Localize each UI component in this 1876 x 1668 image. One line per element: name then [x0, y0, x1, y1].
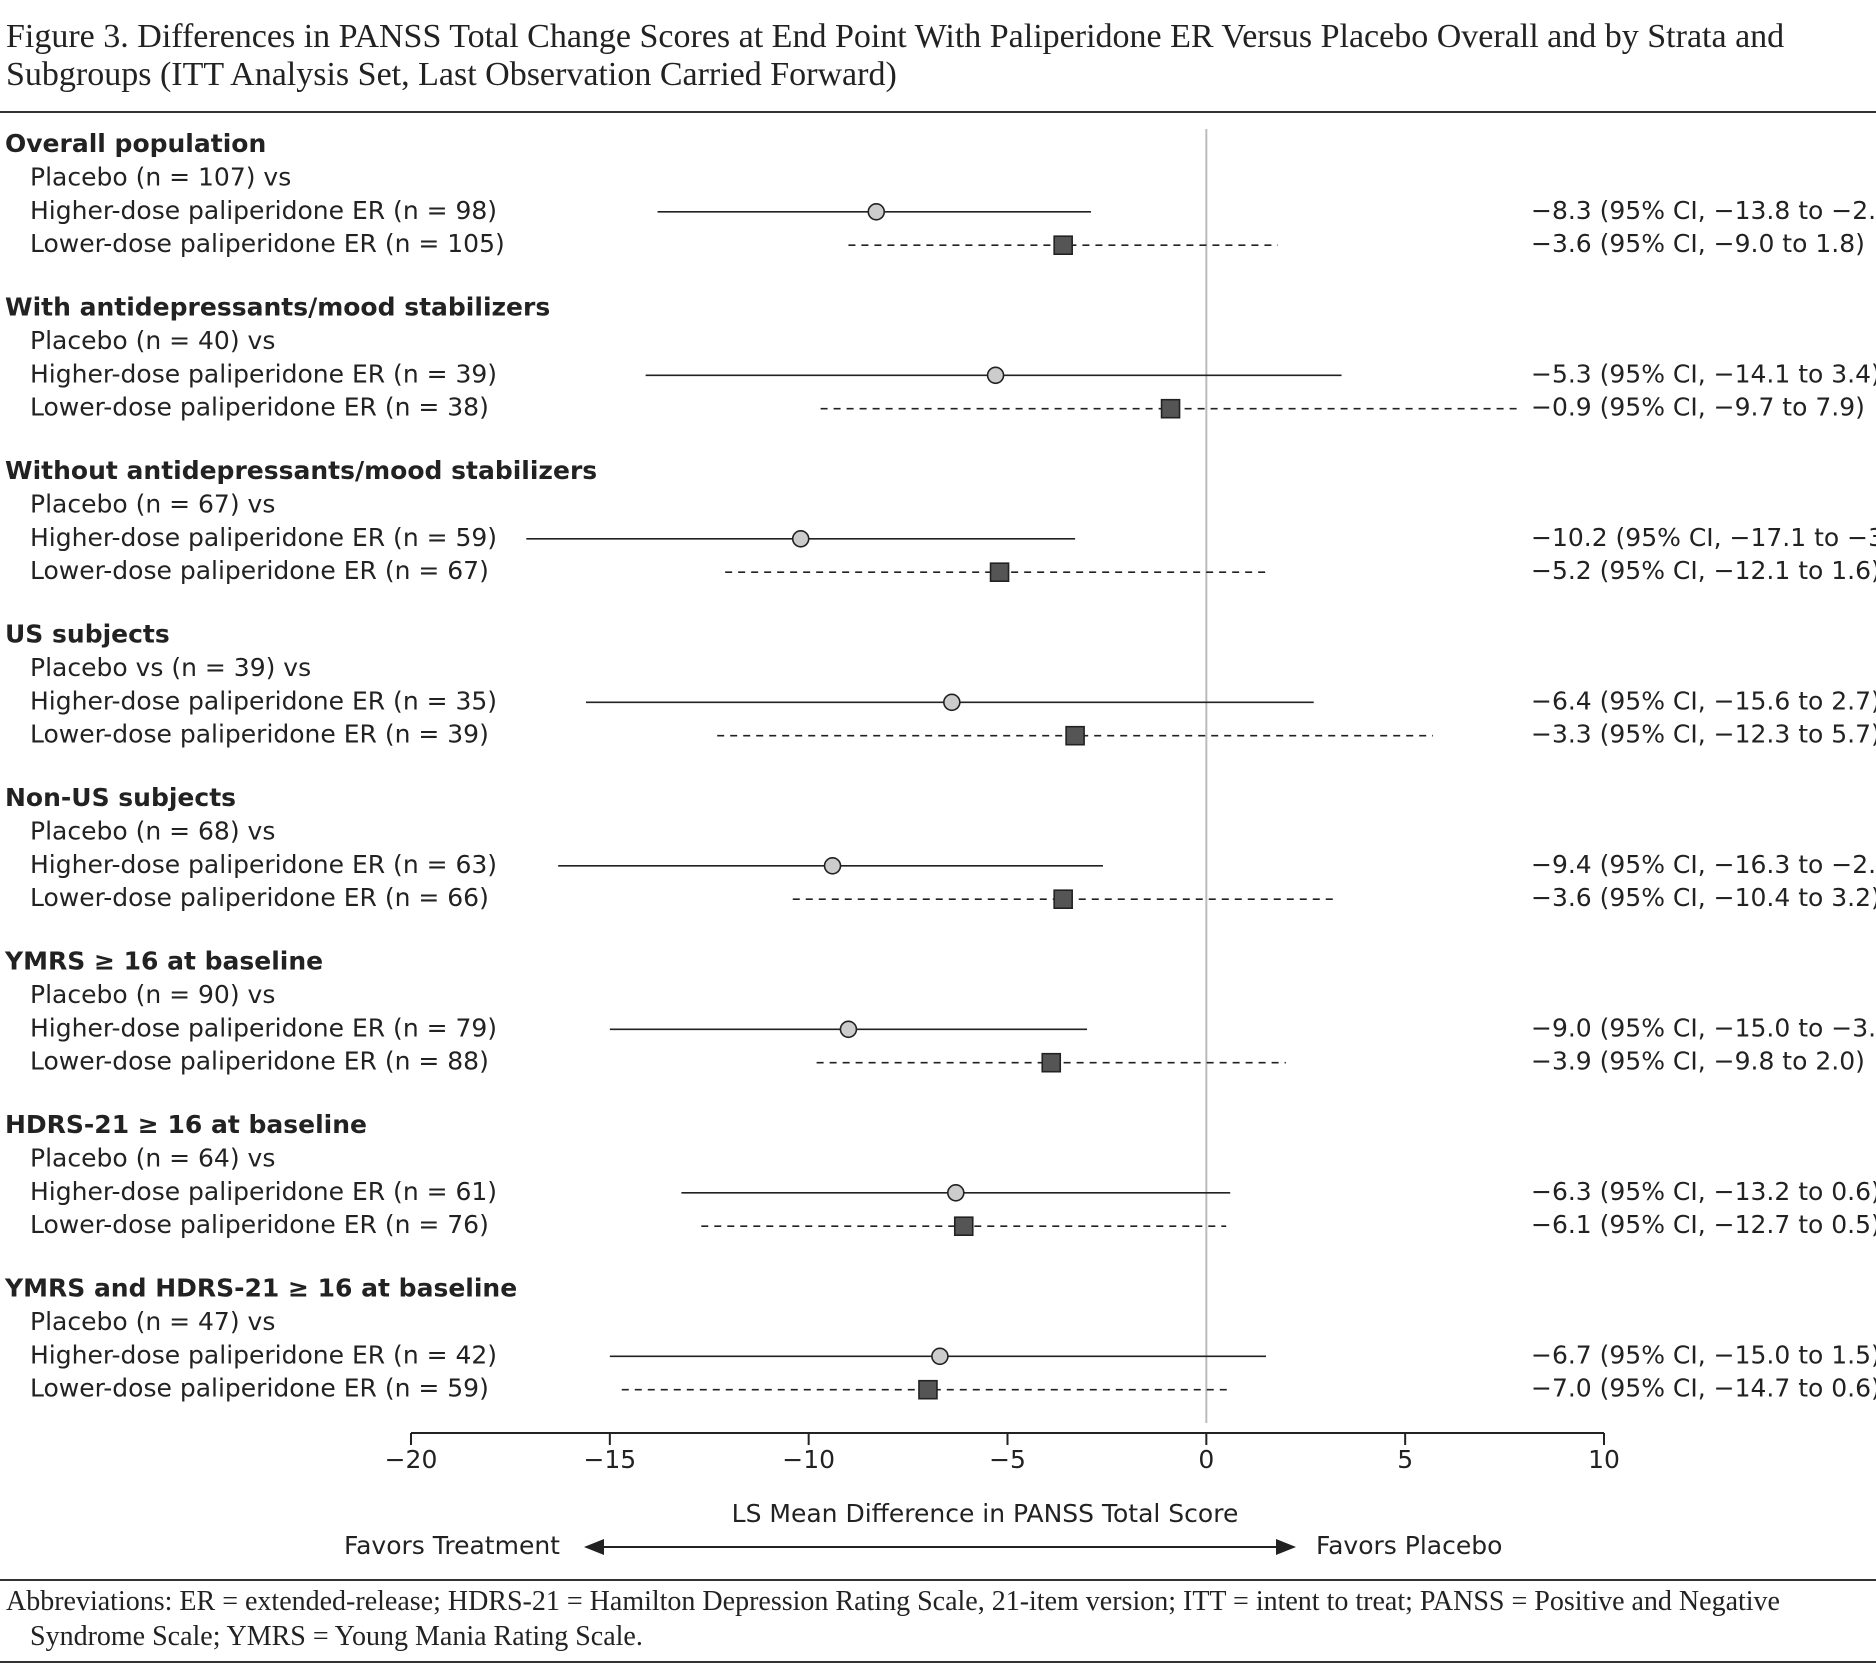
group-title: With antidepressants/mood stabilizers — [5, 293, 550, 322]
point-estimate — [823, 856, 842, 875]
value-label: −6.7 (95% CI, −15.0 to 1.5) — [1531, 1340, 1876, 1369]
row-label: Lower-dose paliperidone ER (n = 67) — [30, 556, 489, 585]
chart-title: Figure 3. Differences in PANSS Total Cha… — [6, 18, 1785, 93]
point-estimate — [791, 529, 810, 548]
point-estimate — [1065, 725, 1085, 746]
reference-label: Placebo (n = 40) vs — [30, 326, 275, 355]
row-label: Lower-dose paliperidone ER (n = 88) — [30, 1047, 489, 1076]
value-label: −6.3 (95% CI, −13.2 to 0.6) — [1531, 1177, 1876, 1206]
value-label: −5.3 (95% CI, −14.1 to 3.4) — [1531, 359, 1876, 388]
reference-label: Placebo (n = 90) vs — [30, 980, 275, 1009]
group-title: Overall population — [5, 129, 266, 158]
row-label: Lower-dose paliperidone ER (n = 66) — [30, 883, 489, 912]
row-label: Higher-dose paliperidone ER (n = 42) — [30, 1340, 497, 1369]
row-label: Lower-dose paliperidone ER (n = 76) — [30, 1210, 489, 1239]
reference-label: Placebo (n = 68) vs — [30, 816, 275, 845]
point-estimate — [839, 1020, 858, 1039]
row-label: Lower-dose paliperidone ER (n = 39) — [30, 720, 489, 749]
point-estimate — [931, 1347, 949, 1366]
point-estimate — [1041, 1052, 1062, 1073]
x-tick-label: −10 — [782, 1445, 835, 1474]
group-title: YMRS and HDRS-21 ≥ 16 at baseline — [4, 1274, 517, 1303]
group-title: YMRS ≥ 16 at baseline — [4, 947, 323, 976]
point-estimate — [1160, 398, 1181, 419]
reference-label: Placebo (n = 67) vs — [30, 489, 275, 518]
reference-label: Placebo (n = 64) vs — [30, 1143, 275, 1172]
point-estimate — [1053, 235, 1073, 255]
value-label: −8.3 (95% CI, −13.8 to −2.9) — [1531, 196, 1876, 225]
row-label: Higher-dose paliperidone ER (n = 59) — [30, 523, 497, 552]
value-label: −3.9 (95% CI, −9.8 to 2.0) — [1531, 1047, 1865, 1076]
point-estimate — [1053, 889, 1073, 910]
reference-label: Placebo (n = 47) vs — [30, 1307, 275, 1336]
value-label: −10.2 (95% CI, −17.1 to −3.3) — [1531, 523, 1876, 552]
point-estimate — [989, 562, 1010, 583]
point-estimate — [986, 366, 1005, 385]
point-estimate — [953, 1216, 974, 1236]
group-title: Non-US subjects — [5, 783, 236, 812]
point-estimate — [867, 203, 886, 221]
row-label: Higher-dose paliperidone ER (n = 63) — [30, 850, 497, 879]
point-estimate — [918, 1379, 938, 1400]
value-label: −5.2 (95% CI, −12.1 to 1.6) — [1531, 556, 1876, 585]
direction-left: Favors Treatment — [344, 1531, 560, 1560]
row-label: Higher-dose paliperidone ER (n = 39) — [30, 359, 497, 388]
x-tick-label: 0 — [1198, 1445, 1214, 1474]
x-tick-label: 5 — [1397, 1445, 1413, 1474]
row-label: Lower-dose paliperidone ER (n = 59) — [30, 1374, 489, 1403]
group-title: US subjects — [5, 620, 170, 649]
direction-right: Favors Placebo — [1316, 1531, 1502, 1560]
row-label: Lower-dose paliperidone ER (n = 105) — [30, 229, 505, 258]
reference-label: Placebo (n = 107) vs — [30, 162, 291, 191]
footnote: Abbreviations: ER = extended-release; HD… — [6, 1586, 1780, 1652]
value-label: −3.6 (95% CI, −10.4 to 3.2) — [1531, 883, 1876, 912]
row-label: Lower-dose paliperidone ER (n = 38) — [30, 393, 489, 422]
point-estimate — [947, 1184, 965, 1202]
value-label: −3.3 (95% CI, −12.3 to 5.7) — [1531, 720, 1876, 749]
x-axis-label: LS Mean Difference in PANSS Total Score — [732, 1499, 1239, 1528]
group-title: HDRS-21 ≥ 16 at baseline — [5, 1110, 367, 1139]
x-tick-label: 10 — [1588, 1445, 1620, 1474]
row-label: Higher-dose paliperidone ER (n = 79) — [30, 1013, 497, 1042]
value-label: −9.4 (95% CI, −16.3 to −2.6) — [1531, 850, 1876, 879]
row-label: Higher-dose paliperidone ER (n = 98) — [30, 196, 497, 225]
reference-label: Placebo vs (n = 39) vs — [30, 653, 311, 682]
value-label: −7.0 (95% CI, −14.7 to 0.6) — [1531, 1374, 1876, 1403]
x-tick-label: −20 — [385, 1445, 438, 1474]
value-label: −6.4 (95% CI, −15.6 to 2.7) — [1531, 686, 1876, 715]
value-label: −0.9 (95% CI, −9.7 to 7.9) — [1531, 393, 1865, 422]
group-title: Without antidepressants/mood stabilizers — [5, 456, 597, 485]
row-label: Higher-dose paliperidone ER (n = 35) — [30, 686, 497, 715]
x-tick-label: −5 — [989, 1445, 1026, 1474]
point-estimate — [943, 693, 961, 712]
value-label: −3.6 (95% CI, −9.0 to 1.8) — [1531, 229, 1865, 258]
x-tick-label: −15 — [583, 1445, 636, 1474]
row-label: Higher-dose paliperidone ER (n = 61) — [30, 1177, 497, 1206]
value-label: −9.0 (95% CI, −15.0 to −3.0) — [1531, 1013, 1876, 1042]
value-label: −6.1 (95% CI, −12.7 to 0.5) — [1531, 1210, 1876, 1239]
